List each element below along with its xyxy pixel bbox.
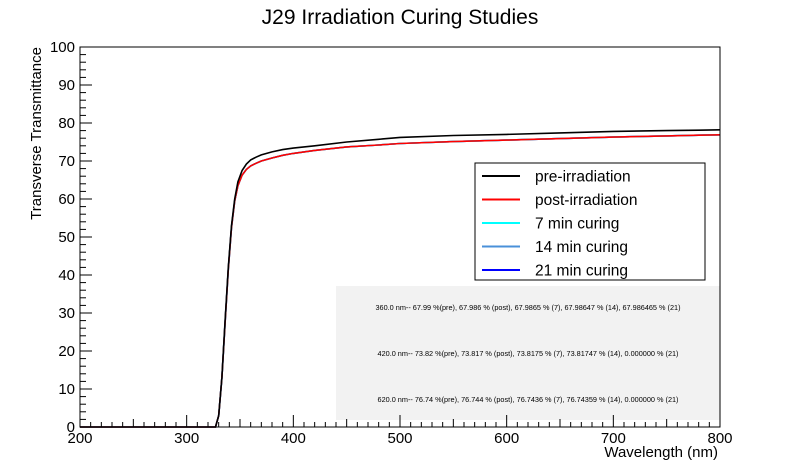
x-tick-label: 800 <box>707 430 732 447</box>
y-tick-label: 10 <box>58 381 75 398</box>
legend: pre-irradiation post-irradiation 7 min cur… <box>474 162 706 281</box>
y-tick-label: 70 <box>58 153 75 170</box>
y-tick-label: 60 <box>58 191 75 208</box>
y-tick-label: 80 <box>58 115 75 132</box>
y-tick-label: 40 <box>58 267 75 284</box>
legend-label-2: 7 min curing <box>535 216 619 233</box>
legend-label-0: pre-irradiation <box>535 169 631 186</box>
y-tick-label: 30 <box>58 305 75 322</box>
annotation-background <box>336 286 720 420</box>
series-lines <box>80 129 721 428</box>
y-tick-label: 100 <box>50 39 75 56</box>
chart-title: J29 Irradiation Curing Studies <box>262 6 539 29</box>
y-tick-label: 20 <box>58 343 75 360</box>
x-tick-label: 700 <box>601 430 626 447</box>
series-line-0 <box>80 129 721 428</box>
x-tick-label: 400 <box>281 430 306 447</box>
x-tick-label: 300 <box>174 430 199 447</box>
y-axis-title: Transverse Transmittance <box>28 47 45 220</box>
x-axis-title: Wavelength (nm) <box>604 444 718 461</box>
annotation-620nm: 620.0 nm-- 76.74 %(pre), 76.744 % (post)… <box>378 395 679 404</box>
x-tick-label: 200 <box>67 430 92 447</box>
axes: 200 300 400 500 600 700 800 0 10 20 30 40 50 60 70 80 90… <box>50 39 733 447</box>
y-tick-label: 0 <box>67 419 75 436</box>
annotation-box: 360.0 nm-- 67.99 %(pre), 67.986 % (post)… <box>336 286 720 420</box>
legend-label-1: post-irradiation <box>535 192 638 209</box>
legend-label-4: 21 min curing <box>535 263 628 280</box>
y-tick-label: 50 <box>58 229 75 246</box>
y-tick-label: 90 <box>58 77 75 94</box>
annotation-420nm: 420.0 nm-- 73.82 %(pre), 73.817 % (post)… <box>378 349 679 358</box>
x-tick-label: 600 <box>494 430 519 447</box>
x-tick-label: 500 <box>387 430 412 447</box>
legend-label-3: 14 min curing <box>535 239 628 256</box>
annotation-360nm: 360.0 nm-- 67.99 %(pre), 67.986 % (post)… <box>375 303 680 312</box>
legend-box <box>474 162 706 281</box>
